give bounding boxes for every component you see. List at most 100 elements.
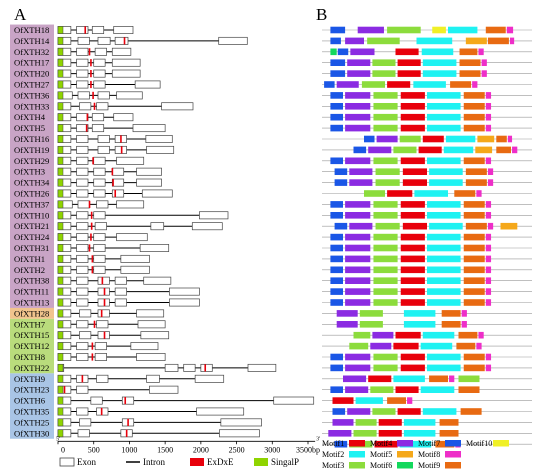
motif-block	[337, 48, 349, 56]
signalp-mark	[57, 47, 64, 56]
motif-row	[322, 135, 532, 143]
exon-box	[76, 69, 89, 78]
exdxe-mark	[90, 70, 92, 78]
exon-box	[146, 374, 160, 383]
motif-block	[458, 375, 480, 383]
motif-block	[463, 201, 485, 208]
gene-structure-row	[57, 418, 262, 427]
gene-structure-row	[57, 189, 173, 198]
motif-block	[427, 233, 461, 241]
exon-box	[146, 145, 175, 154]
motif-legend-item: Motif8	[418, 450, 461, 459]
signalp-mark	[57, 91, 64, 100]
motif-block	[373, 113, 398, 121]
motif-row	[322, 419, 532, 426]
motif-legend-item: Motif2	[322, 450, 365, 459]
motif-block	[345, 157, 371, 165]
motif-row	[322, 113, 532, 121]
motif-block	[476, 342, 482, 350]
motif-block	[485, 113, 492, 121]
motif-block	[450, 81, 472, 88]
gene-label: OfXTH31	[14, 243, 49, 253]
motif-block	[355, 397, 383, 404]
motif-block	[400, 113, 425, 121]
motif-block	[463, 288, 485, 295]
motif-block	[345, 233, 371, 241]
motif-block	[400, 277, 425, 284]
motif-block	[328, 430, 352, 437]
motif-row	[322, 233, 532, 241]
motif-block	[330, 288, 343, 295]
exon-legend-swatch	[59, 457, 75, 467]
signalp-mark	[57, 200, 64, 209]
gene-label: OfXTH15	[14, 330, 49, 340]
motif-legend-item: Motif3	[322, 461, 365, 470]
motif-block	[373, 255, 398, 263]
exon-box	[76, 298, 89, 307]
signalp-mark	[57, 189, 64, 198]
gene-label: OfXTH32	[14, 47, 49, 57]
motif-block	[330, 37, 341, 45]
exon-box	[96, 374, 109, 383]
motif-block	[397, 70, 421, 77]
motif-block	[429, 222, 463, 230]
exon-box	[76, 167, 89, 176]
motif-block	[330, 70, 346, 77]
motif-legend-label: Motif8	[418, 450, 440, 459]
exon-box	[76, 80, 89, 89]
gene-structure-row	[57, 265, 150, 274]
exdxe-mark	[120, 135, 122, 143]
motif-legend-swatch	[445, 462, 461, 469]
motif-block	[427, 103, 461, 110]
signalp-mark	[57, 255, 64, 263]
motif-row	[322, 212, 532, 219]
exdxe-mark	[92, 91, 94, 99]
gene-structures	[57, 26, 315, 438]
motif-block	[427, 244, 461, 252]
gene-label: OfXTH19	[14, 145, 49, 155]
exon-box	[77, 429, 90, 438]
motif-block	[330, 201, 343, 208]
signalp-mark	[57, 156, 64, 165]
motif-row	[322, 364, 532, 372]
motif-row	[322, 353, 532, 361]
motif-block	[373, 277, 398, 284]
motif-legend-item: Motif6	[370, 461, 413, 470]
exon-box	[97, 145, 110, 154]
motif-block	[400, 212, 425, 219]
gene-structure-row	[57, 407, 245, 416]
motif-block	[402, 168, 427, 175]
gene-label: OfXTH7	[14, 319, 46, 329]
exdxe-mark	[90, 80, 92, 89]
exon-box	[96, 200, 109, 209]
motif-legend: Motif1 Motif2 Motif3 Motif4 Motif5 Motif6 Moti…	[322, 439, 509, 470]
motif-row	[322, 408, 532, 415]
motif-block	[373, 92, 398, 99]
structure-legend-label: SingalP	[271, 457, 299, 467]
signalp-mark	[57, 374, 64, 383]
motif-legend-swatch	[349, 451, 365, 458]
gene-structure-row	[57, 287, 200, 296]
exon-box	[137, 320, 166, 329]
exdxe-mark	[85, 124, 88, 132]
motif-block	[375, 168, 400, 175]
axis-tick-label: 2000	[193, 445, 209, 454]
motif-block	[395, 331, 421, 339]
motif-block	[422, 331, 455, 339]
gene-structure-row	[57, 363, 277, 372]
motif-row	[322, 310, 532, 317]
axis-tick-label: 3000	[264, 445, 280, 454]
motif-legend-label: Motif2	[322, 450, 344, 459]
exon-box	[77, 91, 90, 100]
motif-block	[336, 81, 359, 88]
motif-block	[432, 26, 446, 34]
motif-block	[435, 440, 455, 448]
gene-structure-row	[57, 385, 179, 394]
motif-block	[463, 92, 485, 99]
motif-block	[448, 26, 478, 34]
exon-box	[79, 331, 92, 340]
motif-block	[458, 331, 478, 339]
gene-structure-row	[57, 113, 134, 122]
motif-block	[427, 277, 461, 284]
exon-box	[76, 47, 89, 56]
